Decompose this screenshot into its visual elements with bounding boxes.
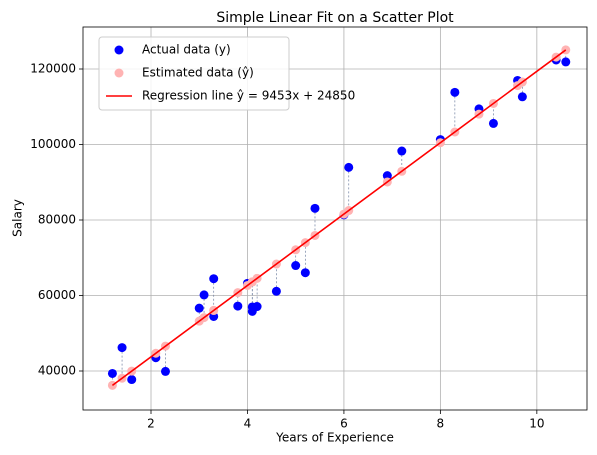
legend-marker bbox=[114, 68, 124, 78]
data-point bbox=[127, 375, 137, 385]
x-tick-label: 2 bbox=[147, 417, 155, 431]
data-point bbox=[561, 57, 571, 67]
x-tick-label: 6 bbox=[340, 417, 348, 431]
data-point bbox=[488, 118, 498, 128]
legend: Actual data (y) Estimated data (ŷ) Regress… bbox=[98, 36, 355, 111]
y-tick-label: 100000 bbox=[30, 137, 76, 151]
data-point bbox=[252, 302, 262, 312]
y-axis-label: Salary bbox=[11, 199, 25, 237]
x-tick-label: 4 bbox=[244, 417, 252, 431]
data-point bbox=[233, 301, 243, 311]
y-tick-label: 80000 bbox=[38, 213, 76, 227]
y-tick-label: 120000 bbox=[30, 62, 76, 76]
data-point bbox=[107, 368, 117, 378]
data-point bbox=[160, 366, 170, 376]
data-point bbox=[382, 171, 392, 181]
legend-label: Actual data (y) bbox=[142, 43, 231, 57]
data-point bbox=[450, 87, 460, 97]
data-point bbox=[199, 290, 209, 300]
legend-box bbox=[98, 36, 290, 111]
data-point bbox=[194, 303, 204, 313]
data-point bbox=[209, 274, 219, 284]
x-tick-label: 8 bbox=[437, 417, 445, 431]
data-point bbox=[397, 146, 407, 156]
data-point bbox=[517, 92, 527, 102]
data-point bbox=[271, 286, 281, 296]
regression-line bbox=[111, 49, 567, 387]
x-tick-label: 10 bbox=[529, 417, 544, 431]
data-point bbox=[291, 261, 301, 271]
data-point bbox=[300, 268, 310, 278]
legend-label: Regression line ŷ = 9453x + 24850 bbox=[142, 89, 355, 103]
legend-marker bbox=[114, 45, 124, 55]
x-axis-label: Years of Experience bbox=[275, 431, 394, 445]
data-point bbox=[344, 162, 354, 172]
legend-label: Estimated data (ŷ) bbox=[142, 66, 254, 80]
plot-frame bbox=[82, 26, 588, 411]
y-tick-label: 60000 bbox=[38, 288, 76, 302]
data-point bbox=[117, 343, 127, 353]
data-point bbox=[310, 203, 320, 213]
chart-title: Simple Linear Fit on a Scatter Plot bbox=[216, 10, 454, 26]
y-tick-label: 40000 bbox=[38, 364, 76, 378]
